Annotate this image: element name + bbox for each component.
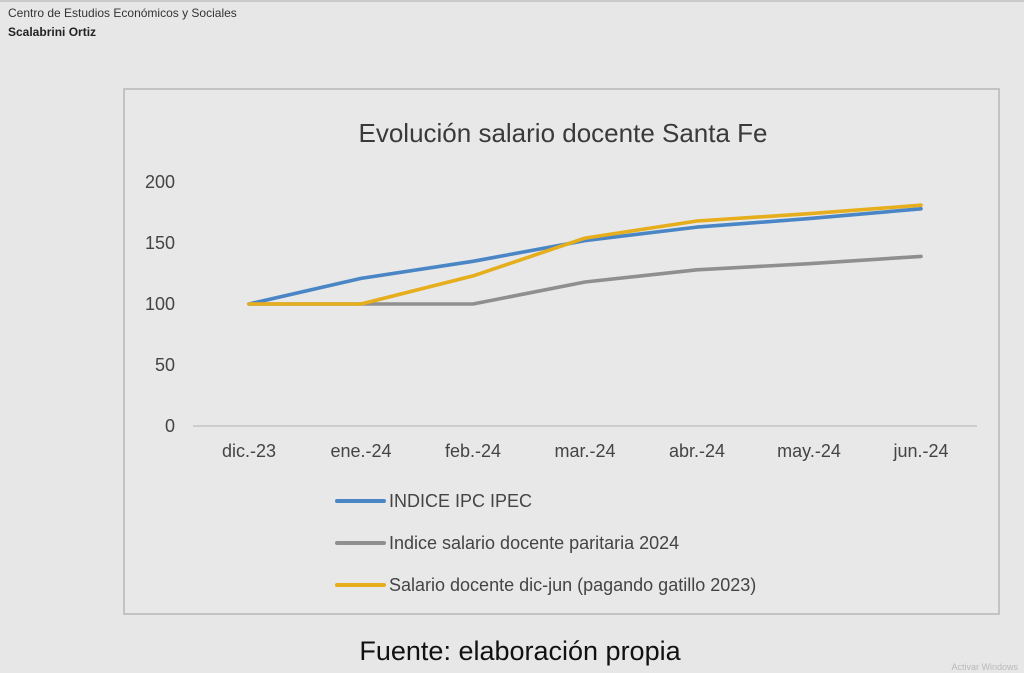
x-tick-label: mar.-24 <box>554 441 615 461</box>
x-tick-label: may.-24 <box>777 441 841 461</box>
chart-frame: Evolución salario docente Santa Fe 0 50 100… <box>123 88 1000 615</box>
legend-label-1: INDICE IPC IPEC <box>389 491 532 511</box>
x-tick-label: abr.-24 <box>669 441 725 461</box>
y-tick-label: 150 <box>145 233 175 253</box>
x-tick-label: dic.-23 <box>222 441 276 461</box>
legend-label-2: Indice salario docente paritaria 2024 <box>389 533 679 553</box>
top-divider <box>0 0 1024 2</box>
line-chart: Evolución salario docente Santa Fe 0 50 100… <box>145 118 977 595</box>
header-organization-name: Scalabrini Ortiz <box>8 25 97 39</box>
y-tick-label: 200 <box>145 172 175 192</box>
y-tick-label: 50 <box>155 355 175 375</box>
y-tick-label: 100 <box>145 294 175 314</box>
windows-watermark: Activar Windows <box>951 662 1018 672</box>
series-line-3 <box>247 203 923 306</box>
header-organization: Centro de Estudios Económicos y Sociales <box>8 6 237 20</box>
chart-title: Evolución salario docente Santa Fe <box>358 118 767 148</box>
legend-label-3: Salario docente dic-jun (pagando gatillo… <box>389 575 756 595</box>
x-tick-label: jun.-24 <box>892 441 948 461</box>
y-tick-label: 0 <box>165 416 175 436</box>
series-line-1 <box>247 207 923 306</box>
x-tick-label: feb.-24 <box>445 441 501 461</box>
x-tick-label: ene.-24 <box>330 441 391 461</box>
source-caption: Fuente: elaboración propia <box>359 636 681 666</box>
